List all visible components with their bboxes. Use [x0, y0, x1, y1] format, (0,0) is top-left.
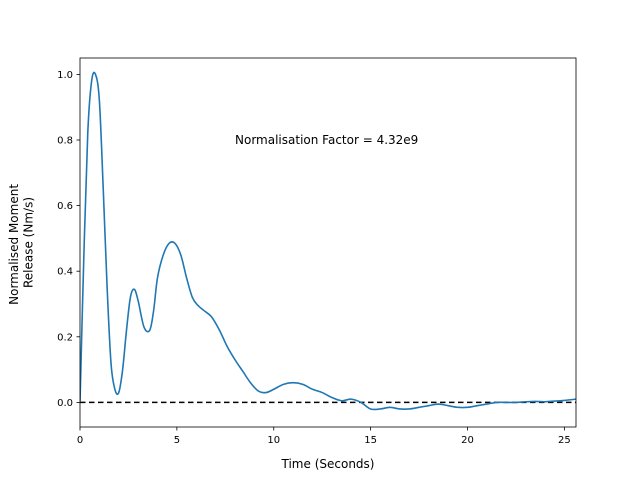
annotation: Normalisation Factor = 4.32e9 — [235, 133, 418, 147]
plot-area — [80, 71, 576, 411]
y-ticks: 0.0 0.2 0.4 0.6 0.8 1.0 — [57, 70, 80, 409]
y-tick-label: 0.0 — [57, 398, 73, 409]
x-tick-label: 15 — [364, 435, 377, 446]
y-tick-label: 0.8 — [57, 136, 73, 147]
x-tick-label: 0 — [77, 435, 83, 446]
y-tick-label: 1.0 — [57, 70, 73, 81]
x-ticks: 0 5 10 15 20 25 — [77, 427, 571, 446]
axes-frame — [79, 57, 577, 428]
series-line-0 — [80, 71, 576, 411]
x-tick-label: 10 — [267, 435, 280, 446]
y-tick-label: 0.6 — [57, 201, 73, 212]
x-tick-label: 25 — [558, 435, 571, 446]
y-axis-label-line-2: Release (Nm/s) — [21, 197, 35, 288]
x-tick-label: 5 — [174, 435, 180, 446]
y-tick-label: 0.2 — [57, 332, 73, 343]
x-tick-label: 20 — [461, 435, 474, 446]
y-axis-label-line-1: Normalised Moment — [7, 184, 21, 305]
x-axis-label: Time (Seconds) — [281, 457, 375, 471]
y-tick-label: 0.4 — [57, 267, 73, 278]
y-axis-label: Normalised Moment Release (Nm/s) — [7, 180, 35, 305]
